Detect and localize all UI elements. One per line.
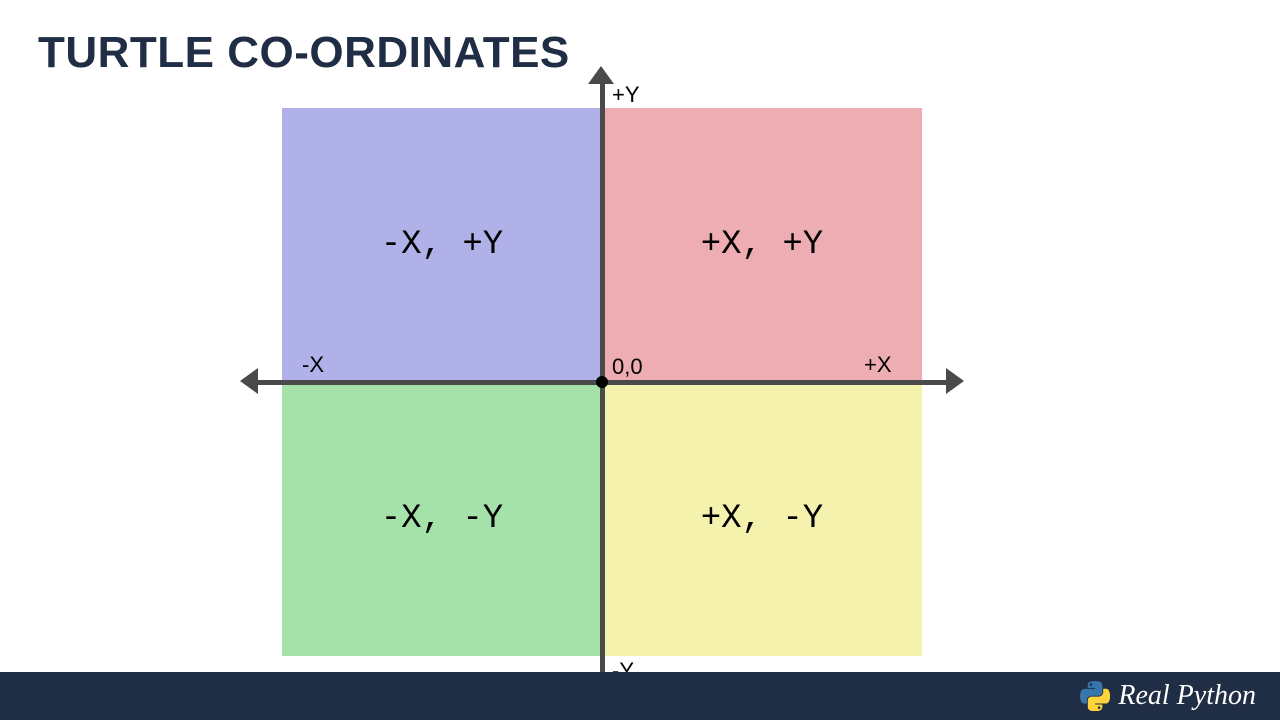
quadrant-top-right-label: +X, +Y bbox=[701, 226, 823, 264]
quadrant-bottom-left-label: -X, -Y bbox=[381, 500, 503, 538]
quadrant-bottom-right: +X, -Y bbox=[602, 382, 922, 656]
quadrant-top-right: +X, +Y bbox=[602, 108, 922, 382]
quadrant-bottom-left: -X, -Y bbox=[282, 382, 602, 656]
quadrant-top-left: -X, +Y bbox=[282, 108, 602, 382]
axis-label-pos-x: +X bbox=[864, 352, 892, 378]
axis-label-neg-x: -X bbox=[302, 352, 324, 378]
footer-brand-text: Real Python bbox=[1118, 680, 1256, 712]
arrow-head-left bbox=[240, 368, 258, 394]
slide-title: TURTLE CO-ORDINATES bbox=[38, 28, 570, 78]
python-logo-icon bbox=[1080, 681, 1110, 711]
arrow-head-right bbox=[946, 368, 964, 394]
quadrant-top-left-label: -X, +Y bbox=[381, 226, 503, 264]
axis-label-pos-y: +Y bbox=[612, 82, 640, 108]
coordinate-diagram: -X, +Y +X, +Y -X, -Y +X, -Y +Y -Y +X -X … bbox=[282, 108, 922, 656]
axis-label-origin: 0,0 bbox=[612, 354, 643, 380]
origin-dot bbox=[596, 376, 608, 388]
slide: TURTLE CO-ORDINATES -X, +Y +X, +Y -X, -Y… bbox=[0, 0, 1280, 720]
quadrant-bottom-right-label: +X, -Y bbox=[701, 500, 823, 538]
arrow-head-up bbox=[588, 66, 614, 84]
footer-logo: Real Python bbox=[1080, 680, 1256, 712]
